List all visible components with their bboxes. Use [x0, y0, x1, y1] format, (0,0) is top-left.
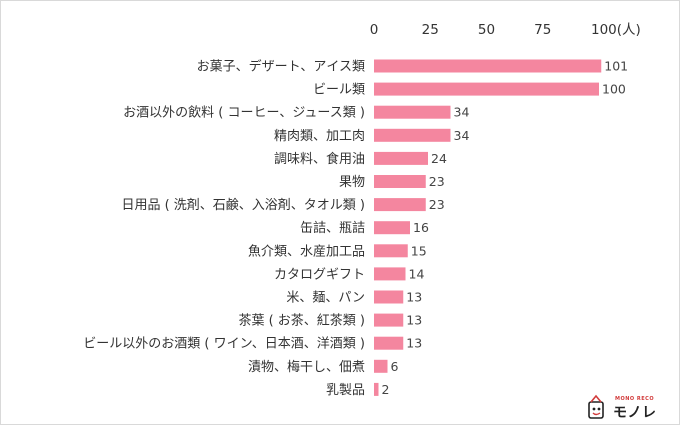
category-label: ビール類: [313, 83, 365, 98]
category-label: 缶詰、瓶詰: [300, 220, 365, 236]
value-label: 23: [429, 197, 445, 212]
category-label: 魚介類、水産加工品: [248, 243, 365, 259]
category-label: 日用品 ( 洗剤、石鹸、入浴剤、タオル類 ): [121, 197, 365, 213]
logo-wordmark: モノレコ: [613, 405, 657, 421]
value-label: 6: [391, 359, 399, 374]
value-label: 16: [413, 220, 429, 235]
category-label: 乳製品: [326, 383, 365, 398]
value-label: 2: [382, 382, 390, 397]
monoreco-mascot-icon: [588, 394, 604, 419]
value-label: 14: [409, 266, 425, 281]
x-tick-label: 0: [370, 22, 379, 38]
bar: [374, 198, 426, 212]
bar: [374, 290, 404, 304]
bar: [374, 82, 599, 96]
monoreco-logo: MONO RECO モノレコ: [585, 394, 665, 421]
bar: [374, 105, 451, 119]
x-tick-label: 75: [534, 22, 551, 38]
category-label: 精肉類、加工肉: [274, 129, 365, 144]
bar: [374, 244, 408, 258]
bar: [374, 359, 388, 373]
category-label: 調味料、食用油: [274, 151, 365, 167]
bar: [374, 175, 426, 188]
value-label: 13: [406, 313, 422, 328]
value-label: 100: [602, 82, 626, 97]
bar: [374, 151, 428, 165]
category-label: 果物: [339, 175, 365, 190]
category-label: カタログギフト: [274, 267, 365, 282]
bar: [374, 221, 410, 235]
category-label: 米、麺、パン: [286, 291, 365, 306]
logo-tagline: MONO RECO: [615, 396, 655, 402]
category-label: 漬物、梅干し、佃煮: [248, 360, 365, 375]
category-label: お菓子、デザート、アイス類: [197, 59, 365, 75]
value-label: 13: [406, 290, 422, 305]
category-label: 茶葉 ( お茶、紅茶類 ): [238, 313, 365, 329]
x-tick-label: 50: [478, 22, 495, 38]
value-label: 34: [454, 128, 470, 143]
value-label: 34: [454, 105, 470, 120]
bar: [374, 267, 406, 281]
category-label: お酒以外の飲料 ( コーヒー、ジュース類 ): [123, 105, 365, 121]
bar: [374, 336, 404, 350]
bar: [374, 59, 602, 73]
x-tick-label: 100(人): [591, 22, 641, 38]
x-tick-label: 25: [422, 22, 439, 38]
value-label: 15: [411, 243, 427, 258]
value-label: 13: [406, 336, 422, 351]
bar: [374, 128, 451, 142]
value-label: 101: [604, 59, 628, 74]
value-label: 24: [431, 151, 447, 166]
bar: [374, 313, 404, 327]
category-label: ビール以外のお酒類 ( ワイン、日本酒、洋酒類 ): [83, 337, 365, 352]
bar: [374, 382, 379, 396]
value-label: 23: [429, 174, 445, 189]
